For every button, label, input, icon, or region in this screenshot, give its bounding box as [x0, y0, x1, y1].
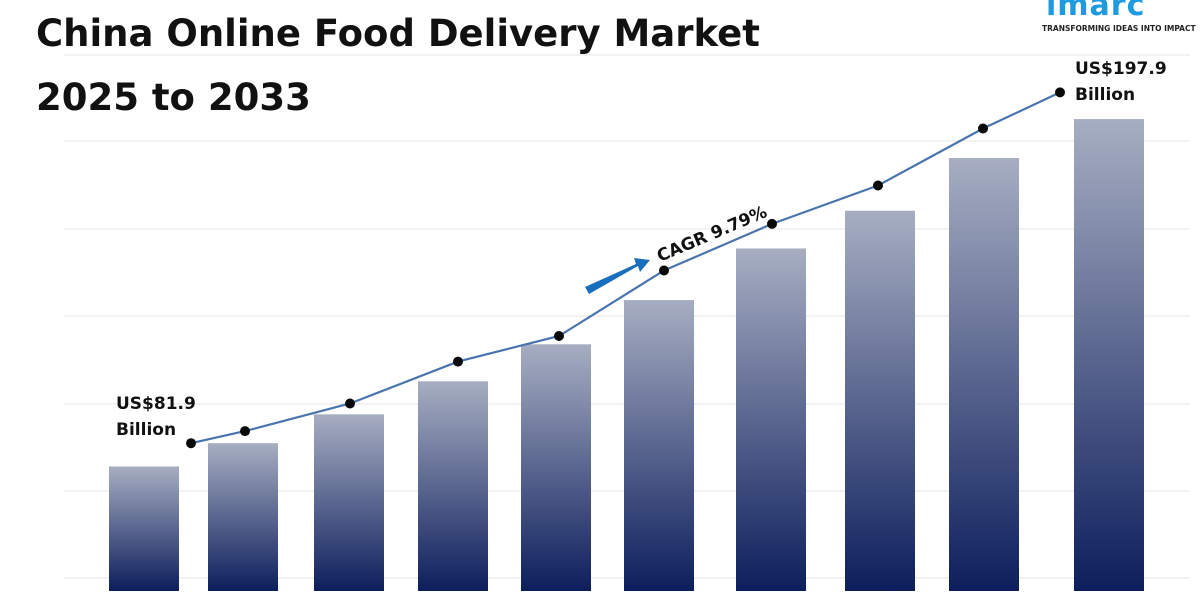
- logo-wordmark: imarc: [1046, 0, 1146, 23]
- bar-9: [1074, 119, 1144, 592]
- trend-points: [186, 87, 1065, 449]
- trend-point-6: [767, 218, 777, 229]
- bar-4: [521, 344, 591, 591]
- trend-point-4: [554, 331, 564, 341]
- bar-3: [418, 381, 488, 591]
- end-unit-label: Billion: [1075, 85, 1135, 105]
- bar-1: [208, 443, 278, 591]
- cagr-arrow-icon: [585, 258, 650, 294]
- chart-title: China Online Food Delivery Market 2025 t…: [36, 2, 760, 130]
- bar-6: [736, 248, 806, 591]
- end-value-label: US$197.9: [1075, 59, 1167, 79]
- start-unit-label: Billion: [116, 420, 176, 440]
- bar-2: [314, 414, 384, 591]
- imarc-logo: imarc TRANSFORMING IDEAS INTO IMPACT: [1032, 0, 1200, 40]
- trend-point-3: [453, 356, 463, 367]
- title-line-1: China Online Food Delivery Market: [36, 12, 760, 55]
- bar-8: [949, 158, 1019, 591]
- bar-0: [109, 466, 179, 591]
- trend-point-1: [240, 426, 250, 437]
- trend-point-2: [345, 398, 355, 409]
- title-line-2: 2025 to 2033: [36, 76, 311, 119]
- trend-point-7: [873, 180, 883, 191]
- trend-point-0: [186, 438, 196, 449]
- bars: [109, 119, 1144, 592]
- bar-5: [624, 300, 694, 591]
- trend-line: [190, 91, 1061, 445]
- trend-point-8: [978, 123, 988, 134]
- trend-point-5: [659, 265, 669, 276]
- start-value-label: US$81.9: [116, 394, 196, 414]
- logo-tagline: TRANSFORMING IDEAS INTO IMPACT: [1042, 24, 1196, 33]
- trend-point-9: [1055, 87, 1065, 98]
- bar-7: [845, 210, 915, 591]
